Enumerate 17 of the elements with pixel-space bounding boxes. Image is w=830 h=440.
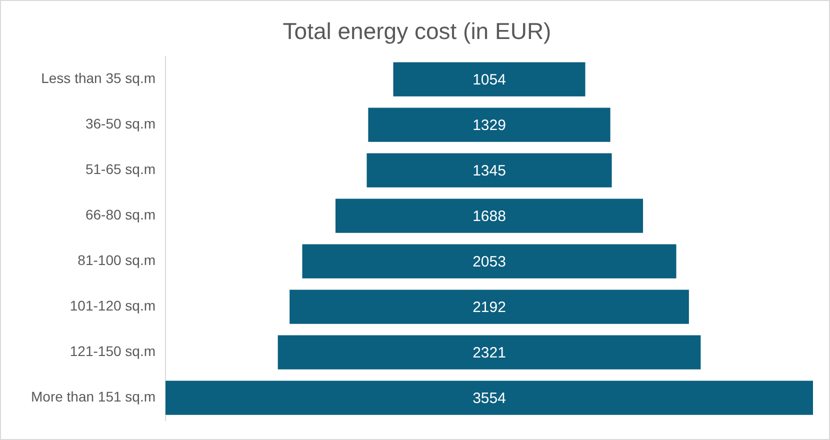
category-label: 51-65 sq.m <box>85 161 156 178</box>
text: Total energy cost (in EUR) <box>282 18 552 44</box>
data-label: 2192 <box>472 298 506 316</box>
category-label: 101-120 sq.m <box>70 298 156 314</box>
category-label: 81-100 sq.m <box>78 252 156 268</box>
category-label: Less than 35 sq.m <box>41 70 156 86</box>
category-label: More than 151 sq.m <box>30 388 156 405</box>
data-label: 2321 <box>472 344 506 362</box>
data-label: 1054 <box>472 71 506 88</box>
data-label: 2053 <box>472 253 506 270</box>
data-label: 3554 <box>472 390 506 407</box>
data-label: 1688 <box>472 208 506 225</box>
category-label: 36-50 sq.m <box>85 116 156 132</box>
category-label: 121-150 sq.m <box>70 343 156 360</box>
data-label: 1329 <box>472 116 506 134</box>
data-label: 1345 <box>472 162 506 180</box>
category-label: 66-80 sq.m <box>85 206 156 223</box>
